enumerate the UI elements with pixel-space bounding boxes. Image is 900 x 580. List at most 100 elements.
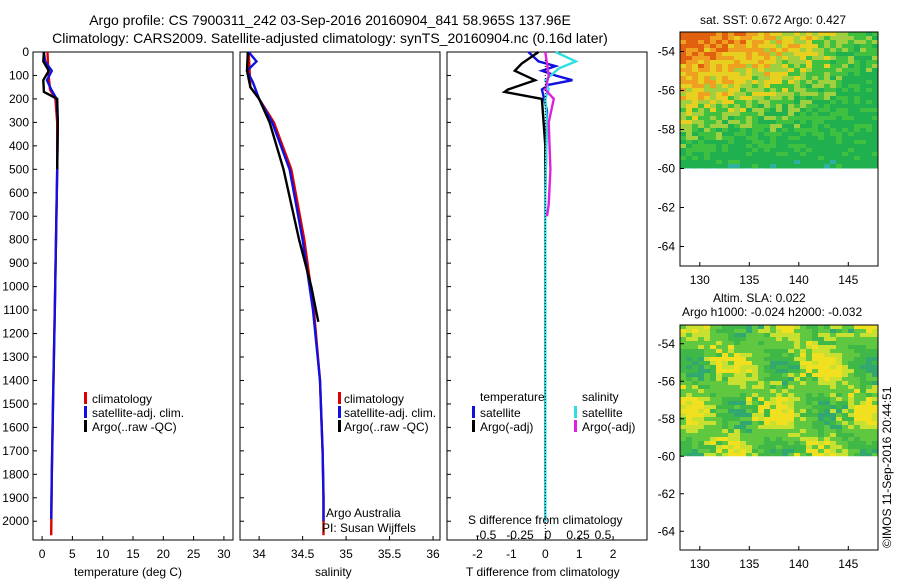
map-cell bbox=[788, 421, 794, 425]
map-cell bbox=[842, 377, 848, 381]
map-cell bbox=[680, 377, 686, 381]
map-cell bbox=[764, 413, 770, 417]
map-cell bbox=[752, 413, 758, 417]
map-cell bbox=[800, 104, 806, 108]
map-cell bbox=[728, 389, 734, 393]
map-cell bbox=[722, 393, 728, 397]
map-cell bbox=[782, 325, 788, 329]
map-cell bbox=[686, 389, 692, 393]
map-cell bbox=[830, 433, 836, 437]
map-cell bbox=[842, 333, 848, 337]
map-cell bbox=[728, 417, 734, 421]
map-cell bbox=[740, 361, 746, 365]
map-cell bbox=[680, 36, 686, 40]
map-cell bbox=[866, 84, 872, 88]
map-cell bbox=[836, 108, 842, 112]
map-cell bbox=[788, 417, 794, 421]
map-cell bbox=[800, 453, 806, 457]
map-cell bbox=[800, 409, 806, 413]
map-cell bbox=[740, 417, 746, 421]
map-cell bbox=[848, 337, 854, 341]
y-tick-label: -62 bbox=[658, 487, 676, 501]
map-cell bbox=[728, 148, 734, 152]
y-tick-label: 500 bbox=[9, 162, 29, 176]
map-cell bbox=[806, 132, 812, 136]
map-cell bbox=[704, 345, 710, 349]
map-cell bbox=[692, 108, 698, 112]
map-cell bbox=[752, 349, 758, 353]
map-cell bbox=[716, 421, 722, 425]
map-cell bbox=[806, 64, 812, 68]
map-cell bbox=[680, 160, 686, 164]
map-cell bbox=[872, 116, 878, 120]
map-cell bbox=[680, 337, 686, 341]
map-cell bbox=[836, 160, 842, 164]
map-cell bbox=[830, 425, 836, 429]
map-cell bbox=[692, 76, 698, 80]
map-cell bbox=[866, 152, 872, 156]
map-cell bbox=[866, 441, 872, 445]
map-cell bbox=[872, 160, 878, 164]
map-cell bbox=[872, 377, 878, 381]
map-cell bbox=[872, 405, 878, 409]
map-cell bbox=[728, 164, 734, 168]
map-cell bbox=[848, 88, 854, 92]
map-cell bbox=[800, 68, 806, 72]
map-cell bbox=[794, 140, 800, 144]
map-cell bbox=[854, 445, 860, 449]
map-cell bbox=[734, 112, 740, 116]
map-cell bbox=[752, 385, 758, 389]
map-cell bbox=[752, 437, 758, 441]
map-cell bbox=[848, 325, 854, 329]
map-cell bbox=[824, 377, 830, 381]
map-cell bbox=[776, 48, 782, 52]
map-cell bbox=[698, 100, 704, 104]
map-cell bbox=[716, 92, 722, 96]
x-tick-label: 145 bbox=[838, 273, 858, 287]
map-cell bbox=[830, 353, 836, 357]
map-cell bbox=[698, 48, 704, 52]
map-cell bbox=[692, 393, 698, 397]
map-cell bbox=[698, 329, 704, 333]
map-cell bbox=[866, 80, 872, 84]
map-cell bbox=[848, 128, 854, 132]
map-cell bbox=[680, 329, 686, 333]
map-cell bbox=[758, 345, 764, 349]
map-cell bbox=[818, 80, 824, 84]
map-cell bbox=[710, 417, 716, 421]
map-cell bbox=[716, 369, 722, 373]
map-cell bbox=[752, 156, 758, 160]
map-cell bbox=[710, 92, 716, 96]
map-cell bbox=[758, 52, 764, 56]
map-cell bbox=[860, 44, 866, 48]
map-cell bbox=[686, 333, 692, 337]
map-cell bbox=[716, 60, 722, 64]
map-cell bbox=[776, 341, 782, 345]
map-cell bbox=[704, 413, 710, 417]
map-cell bbox=[710, 421, 716, 425]
map-cell bbox=[758, 100, 764, 104]
map-cell bbox=[830, 369, 836, 373]
map-cell bbox=[848, 140, 854, 144]
map-cell bbox=[740, 120, 746, 124]
map-cell bbox=[752, 64, 758, 68]
map-cell bbox=[734, 128, 740, 132]
map-cell bbox=[842, 152, 848, 156]
map-cell bbox=[842, 156, 848, 160]
map-cell bbox=[746, 337, 752, 341]
map-cell bbox=[692, 341, 698, 345]
map-cell bbox=[722, 349, 728, 353]
map-cell bbox=[692, 84, 698, 88]
map-cell bbox=[716, 132, 722, 136]
map-cell bbox=[680, 132, 686, 136]
map-cell bbox=[854, 64, 860, 68]
map-cell bbox=[752, 409, 758, 413]
map-cell bbox=[752, 116, 758, 120]
map-cell bbox=[728, 405, 734, 409]
map-cell bbox=[824, 325, 830, 329]
x-tick-label: 30 bbox=[217, 547, 231, 561]
map-cell bbox=[842, 140, 848, 144]
map-cell bbox=[872, 417, 878, 421]
map-cell bbox=[812, 168, 818, 169]
map-cell bbox=[836, 52, 842, 56]
